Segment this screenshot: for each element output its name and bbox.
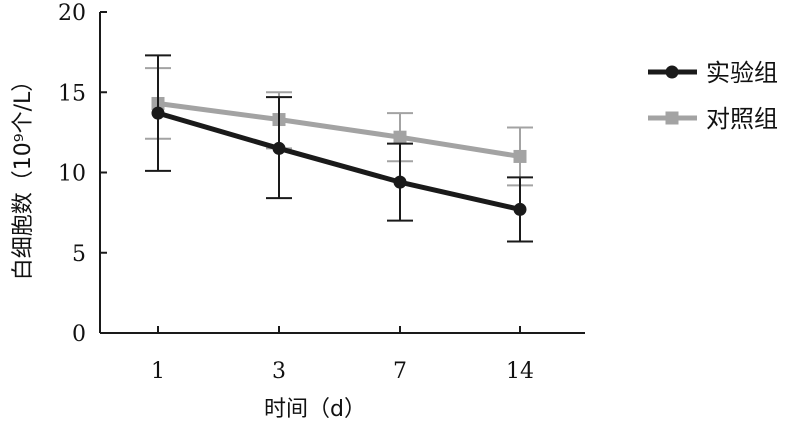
legend-swatch-marker bbox=[665, 111, 679, 125]
x-tick-label: 1 bbox=[151, 359, 165, 384]
x-tick-label: 7 bbox=[393, 359, 407, 384]
data-point bbox=[393, 130, 407, 144]
y-tick-label: 5 bbox=[72, 242, 86, 267]
x-axis-title: 时间（d） bbox=[264, 397, 366, 422]
data-point bbox=[272, 141, 286, 155]
series-line bbox=[157, 101, 521, 159]
x-tick-label: 3 bbox=[272, 359, 286, 384]
legend-swatch-marker bbox=[665, 65, 679, 79]
axes bbox=[99, 12, 585, 334]
x-tick-label: 14 bbox=[506, 359, 534, 384]
series-line bbox=[157, 110, 521, 212]
data-point bbox=[513, 149, 527, 163]
legend-label: 对照组 bbox=[706, 105, 778, 133]
series-layer bbox=[145, 54, 533, 243]
y-tick-label: 20 bbox=[58, 1, 86, 26]
y-tick-label: 10 bbox=[58, 162, 86, 187]
data-point bbox=[393, 175, 407, 189]
legend-item-2: 对照组 bbox=[648, 105, 778, 133]
x-ticks: 1 3 7 14 bbox=[151, 326, 534, 384]
legend-label: 实验组 bbox=[706, 59, 778, 87]
series-1 bbox=[145, 54, 533, 243]
y-tick-label: 15 bbox=[58, 81, 86, 106]
data-point bbox=[513, 202, 527, 216]
y-axis-title: 白细胞数（10⁹个/L） bbox=[11, 70, 36, 280]
legend-item-1: 实验组 bbox=[648, 59, 778, 87]
y-tick-label: 0 bbox=[72, 322, 86, 347]
y-ticks: 0 5 10 15 20 bbox=[58, 1, 107, 347]
data-point bbox=[151, 106, 165, 120]
